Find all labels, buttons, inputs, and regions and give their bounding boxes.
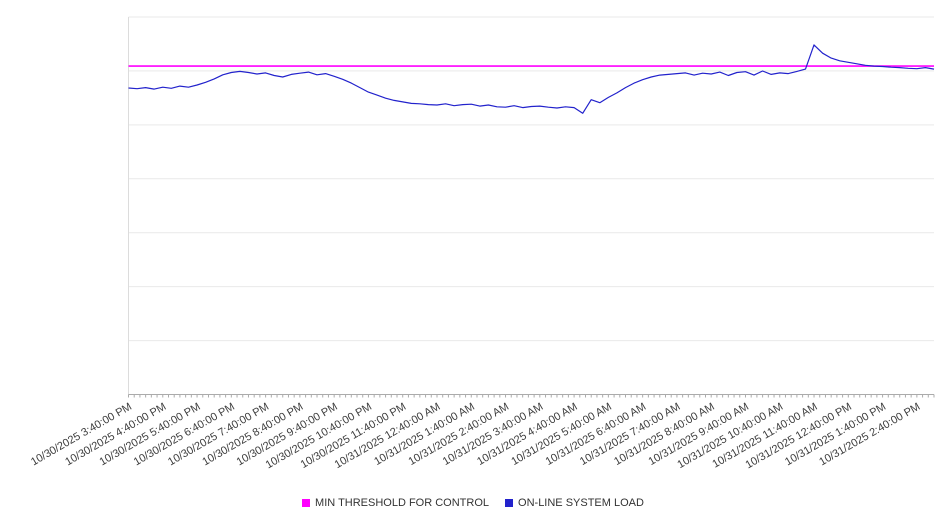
load-swatch bbox=[505, 499, 514, 507]
threshold-legend-label: MIN THRESHOLD FOR CONTROL bbox=[315, 497, 490, 509]
chart-legend: MIN THRESHOLD FOR CONTROL ON-LINE SYSTEM… bbox=[0, 497, 946, 509]
load-legend-label: ON-LINE SYSTEM LOAD bbox=[518, 497, 644, 509]
online-system-load-line bbox=[128, 44, 935, 114]
threshold-swatch bbox=[302, 499, 311, 507]
legend-item-system-load[interactable]: ON-LINE SYSTEM LOAD bbox=[505, 497, 644, 509]
legend-item-min-threshold[interactable]: MIN THRESHOLD FOR CONTROL bbox=[302, 497, 489, 509]
